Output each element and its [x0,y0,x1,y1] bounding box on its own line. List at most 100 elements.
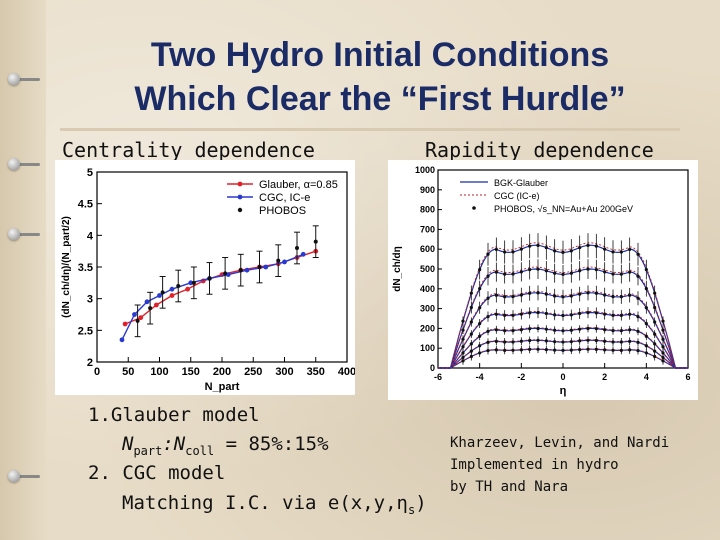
data-point [544,327,548,331]
data-point [461,351,465,355]
data-point [461,345,465,349]
caption-rapidity: Rapidity dependence [425,138,654,162]
y-tick-label: 900 [420,185,435,195]
data-point [561,329,565,333]
data-point [511,295,515,299]
x-tick-label: 300 [275,366,293,378]
data-point [494,312,498,316]
data-point [544,339,548,343]
data-point [144,299,150,305]
data-point [494,328,498,332]
data-point [611,295,615,299]
data-point [536,326,540,331]
data-point [603,348,607,352]
legend-marker [237,194,243,200]
x-tick-label: 0 [560,372,565,382]
data-point [561,348,565,352]
x-tick-label: 350 [307,366,325,378]
data-point [223,271,228,276]
data-point [628,328,632,332]
y-tick-label: 2 [87,357,93,369]
x-tick-label: 250 [244,366,262,378]
data-point [619,272,623,276]
data-point [569,340,573,344]
data-point [160,290,165,295]
data-point [503,313,507,317]
data-point [661,328,665,332]
data-point [644,344,648,348]
data-point [578,339,582,343]
data-point [494,348,498,352]
data-point [528,311,532,315]
data-point [119,337,125,343]
data-point [594,347,598,351]
list-item-cgc: 2. CGC model [88,462,226,484]
data-point [486,329,490,333]
data-point [544,347,548,352]
data-point [486,314,490,319]
y-tick-label: 200 [420,323,435,333]
data-point [519,270,523,274]
data-point [586,338,590,342]
data-point [578,269,582,273]
data-point [503,348,507,352]
y-tick-label: 300 [420,304,435,314]
data-point [469,332,473,336]
data-point [478,268,482,272]
data-point [185,286,191,292]
data-point [653,291,657,295]
data-point [628,247,632,252]
data-point [469,354,473,359]
data-point [553,348,557,352]
data-point [636,296,640,300]
legend-marker [472,206,476,210]
data-point [586,311,590,315]
data-point [578,292,582,296]
x-axis-label: η [560,385,567,397]
slide-title-line1: Two Hydro Initial Conditions [150,36,610,74]
data-point [619,313,623,317]
data-point [148,306,153,311]
data-point [478,321,482,326]
pushpin-icon [8,158,40,170]
title-divider [60,128,680,131]
data-point [611,250,615,254]
data-point [653,320,657,324]
rapidity-chart-svg: -6 -4 -2 0 2 4 6 0 100 200 300 400 500 600 700 800 900 10… [392,165,691,397]
data-point [661,319,665,323]
x-tick-label: 100 [150,366,168,378]
data-point [653,342,657,346]
data-point [503,329,507,333]
x-tick-label: 50 [122,366,134,378]
data-point [586,291,590,295]
data-point [578,311,582,316]
data-point [282,259,287,265]
x-tick-label: 150 [182,366,200,378]
data-point [644,287,648,291]
data-point [611,313,615,317]
legend-label: CGC (IC-e) [494,191,540,201]
x-tick-label: 4 [644,372,649,382]
y-tick-label: 1000 [415,165,435,175]
data-point [569,328,573,332]
legend-label: BGK-Glauber [494,178,548,188]
data-point [503,272,507,276]
data-point [528,244,532,248]
data-point [469,305,473,310]
data-point [636,348,640,353]
slide-title-line2: Which Clear the “First Hurdle” [134,80,626,118]
data-point [611,329,615,333]
data-point [569,348,573,352]
data-point [619,295,623,299]
x-tick-label: 0 [94,366,100,378]
data-point [561,313,565,318]
caption-centrality: Centrality dependence [62,138,315,162]
data-point [603,247,607,251]
data-point [561,295,565,299]
data-point [611,272,615,276]
data-point [469,291,473,295]
y-tick-label: 2.5 [78,325,93,337]
data-point [528,291,532,295]
legend-marker [237,207,243,213]
ncoll-symbol: :N [162,433,186,455]
